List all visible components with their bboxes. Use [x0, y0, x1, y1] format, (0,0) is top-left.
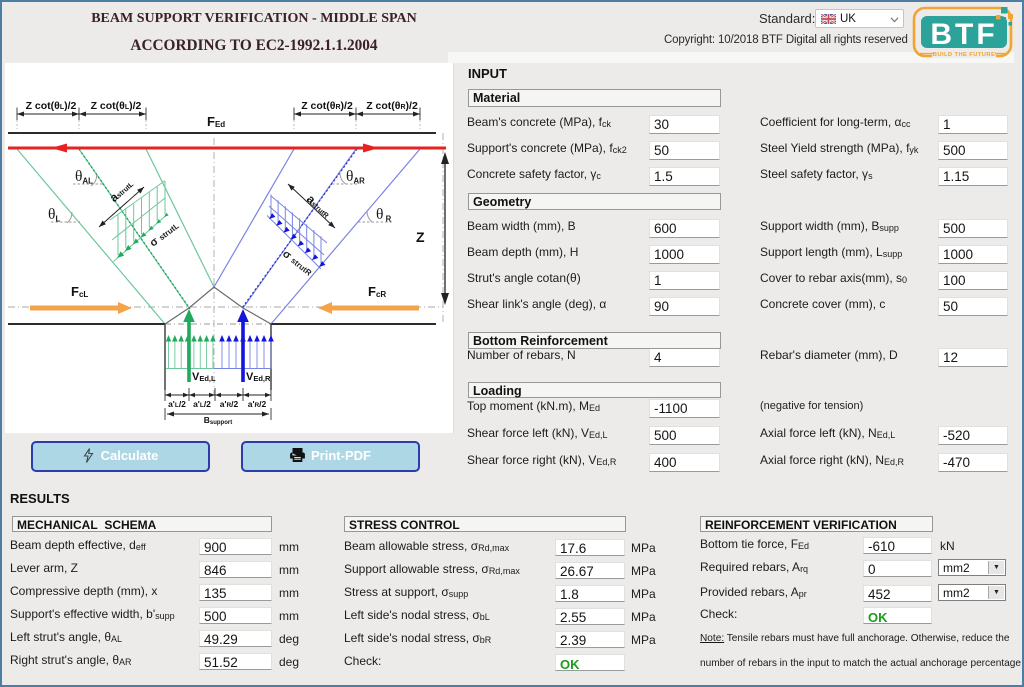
svg-text:θAR: θAR: [346, 168, 365, 186]
svg-text:FcL: FcL: [71, 284, 88, 299]
svg-text:FcR: FcR: [368, 284, 386, 299]
svg-text:a'R/2: a'R/2: [248, 399, 267, 409]
svg-text:θL: θL: [48, 206, 60, 224]
svg-text:a'L/2: a'L/2: [168, 399, 186, 409]
svg-text:σ strutL: σ strutL: [148, 220, 182, 250]
svg-text:Z cot(θR)/2: Z cot(θR)/2: [301, 100, 353, 112]
svg-text:FEd: FEd: [207, 114, 225, 129]
svg-text:Z cot(θL)/2: Z cot(θL)/2: [26, 100, 77, 112]
svg-text:θAL: θAL: [75, 168, 93, 186]
svg-text:Z cot(θL)/2: Z cot(θL)/2: [91, 100, 142, 112]
svg-text:astrutL: astrutL: [107, 176, 137, 205]
svg-text:Z cot(θR)/2: Z cot(θR)/2: [366, 100, 418, 112]
svg-text:σ strutR: σ strutR: [280, 248, 314, 279]
svg-text:a'R/2: a'R/2: [220, 399, 239, 409]
svg-text:VEd,R: VEd,R: [246, 371, 271, 383]
svg-text:a'L/2: a'L/2: [193, 399, 211, 409]
svg-text:Bsupport: Bsupport: [204, 415, 232, 426]
svg-text:Z: Z: [416, 229, 425, 245]
svg-text:θ R: θ R: [376, 206, 392, 224]
svg-text:BTF: BTF: [930, 18, 997, 51]
svg-text:VEd,L: VEd,L: [192, 371, 216, 383]
svg-text:BUILD THE FUTURE: BUILD THE FUTURE: [933, 52, 995, 58]
